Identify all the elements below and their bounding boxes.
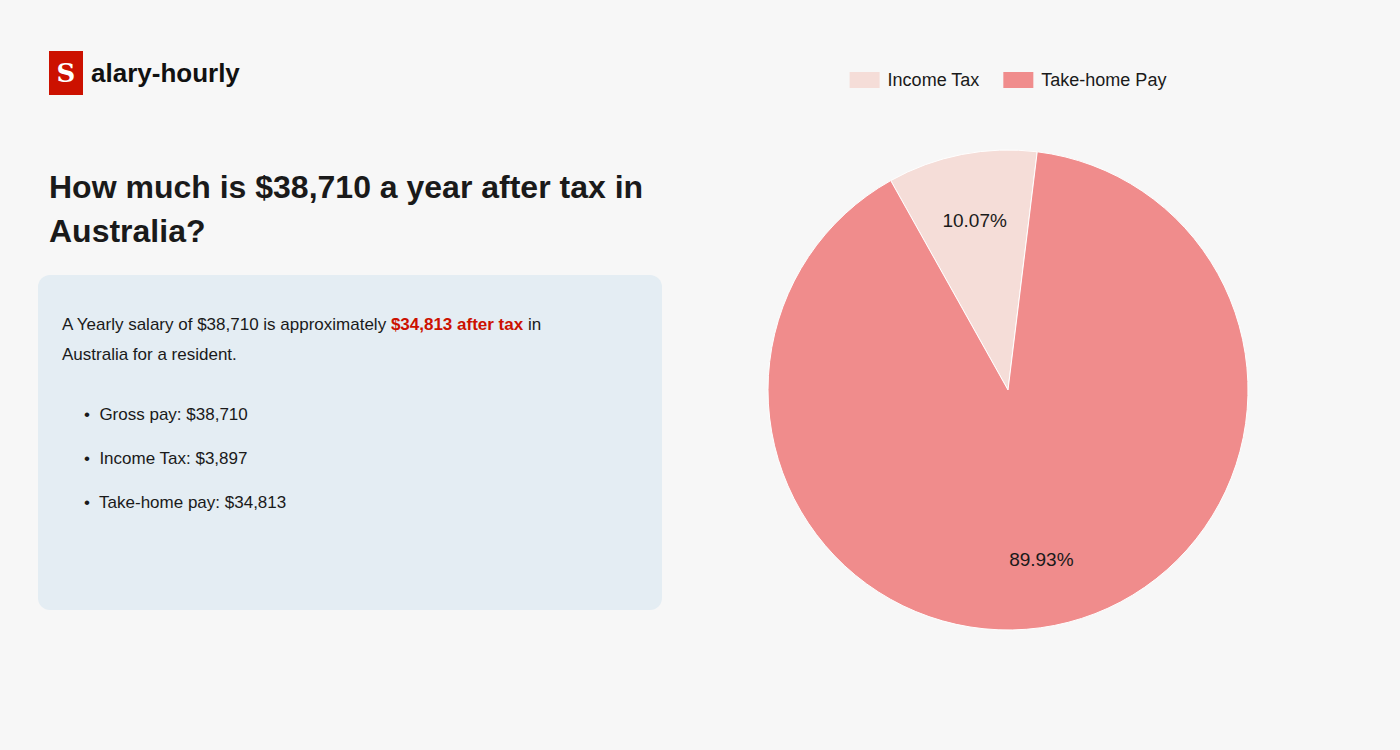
info-box [38,275,662,610]
title-line: How much is $38,710 a year after tax in [49,169,643,205]
data-labels: 10.07% 89.93% [942,210,1073,570]
data-label: 89.93% [1009,549,1074,570]
info-text: A Yearly salary of $38,710 is approximat… [62,315,391,334]
pie [768,150,1248,630]
legend-item: Take-home Pay [1003,70,1166,90]
legend-swatch [1003,72,1033,88]
title: How much is $38,710 a year after tax in A… [49,169,643,249]
legend-swatch [850,72,880,88]
info-text: in [523,315,541,334]
bullet-item: • Take-home pay: $34,813 [84,493,286,512]
logo-text: alary-hourly [91,58,240,88]
chart: Salary-hourly How much is $38,710 a year … [0,0,1400,750]
pie-slice [768,152,1248,630]
logo-box [49,51,83,95]
title-line: Australia? [49,213,205,249]
data-label: 10.07% [942,210,1007,231]
legend-item: Income Tax [850,70,980,90]
info-line: A Yearly salary of $38,710 is approximat… [62,315,541,334]
legend: Income Tax Take-home Pay [850,70,1167,90]
bullet-item: • Income Tax: $3,897 [84,449,247,468]
info-text: Australia for a resident. [62,345,237,364]
legend-label: Take-home Pay [1041,70,1166,90]
logo-letter: S [57,58,76,88]
bullet-item: • Gross pay: $38,710 [84,405,248,424]
info-highlight: $34,813 after tax [391,315,524,334]
background [0,0,1400,750]
legend-label: Income Tax [888,70,980,90]
